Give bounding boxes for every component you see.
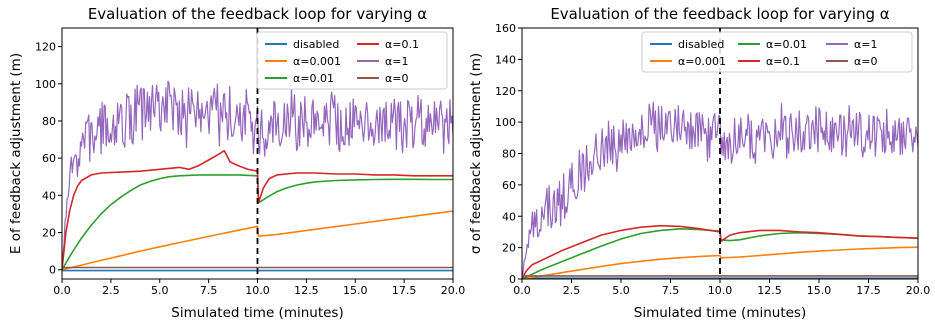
x-tick-label: 0.0 [513, 284, 531, 297]
legend-label: α=1 [854, 38, 877, 51]
legend-label: α=1 [385, 55, 408, 68]
y-tick-label: 160 [495, 22, 516, 35]
y-tick-label: 60 [502, 179, 516, 192]
legend-label: α=0.001 [678, 55, 726, 68]
legend-box [256, 31, 448, 90]
x-tick-label: 17.5 [392, 284, 417, 297]
series-line-α=1 [522, 101, 918, 279]
x-tick-label: 15.0 [807, 284, 832, 297]
legend-label: α=0.01 [293, 72, 334, 85]
series-line-α=0.001 [522, 246, 918, 279]
x-tick-label: 0.0 [53, 284, 71, 297]
chart-1: Evaluation of the feedback loop for vary… [8, 5, 465, 321]
legend-item: α=0.01 [265, 72, 334, 85]
series-line-α=0.1 [62, 149, 453, 270]
plot-area [62, 80, 453, 272]
y-tick-label: 60 [42, 152, 56, 165]
legend-item: disabled [650, 38, 724, 51]
legend-item: α=0 [826, 55, 877, 68]
chart-title: Evaluation of the feedback loop for vary… [88, 5, 427, 23]
y-tick-label: 140 [495, 53, 516, 66]
legend-label: α=0 [385, 72, 408, 85]
y-tick-label: 100 [35, 78, 56, 91]
legend-item: α=1 [357, 55, 408, 68]
legend-item: α=0.01 [738, 38, 807, 51]
legend-item: α=0.001 [650, 55, 726, 68]
chart-title: Evaluation of the feedback loop for vary… [550, 5, 889, 23]
x-tick-label: 20.0 [441, 284, 466, 297]
x-tick-label: 17.5 [856, 284, 881, 297]
legend-label: disabled [293, 38, 339, 51]
x-tick-label: 7.5 [200, 284, 218, 297]
y-tick-label: 20 [42, 227, 56, 240]
legend-label: α=0.01 [766, 38, 807, 51]
legend: disabled α=0.001 α=0.01 α=0.1 α=1 α=0 [256, 31, 448, 90]
legend-item: α=0.001 [265, 55, 341, 68]
y-axis-label: E of feedback adjustment (m) [8, 53, 24, 254]
y-tick-label: 120 [495, 85, 516, 98]
x-tick-label: 12.5 [294, 284, 319, 297]
legend-label: disabled [678, 38, 724, 51]
legend-item: α=1 [826, 38, 877, 51]
x-tick-label: 15.0 [343, 284, 368, 297]
legend-item: α=0.1 [357, 38, 419, 51]
chart-2: Evaluation of the feedback loop for vary… [468, 5, 930, 321]
y-axis-label: σ of feedback adjustment (m) [468, 53, 484, 254]
y-tick-label: 40 [502, 210, 516, 223]
y-tick-label: 100 [495, 116, 516, 129]
y-tick-label: 0 [49, 264, 56, 277]
series-line-α=0.01 [62, 174, 453, 271]
y-tick-label: 20 [502, 242, 516, 255]
legend-item: α=0.1 [738, 55, 800, 68]
legend-item: disabled [265, 38, 339, 51]
x-axis-label: Simulated time (minutes) [171, 305, 343, 321]
x-tick-label: 7.5 [662, 284, 680, 297]
x-tick-label: 5.0 [151, 284, 169, 297]
x-tick-label: 2.5 [563, 284, 581, 297]
x-tick-label: 10.0 [245, 284, 270, 297]
x-tick-label: 20.0 [906, 284, 931, 297]
legend: disabled α=0.001 α=0.01 α=0.1 α=1 α=0 [641, 31, 913, 73]
x-tick-label: 2.5 [102, 284, 120, 297]
y-tick-label: 120 [35, 41, 56, 54]
x-axis-label: Simulated time (minutes) [634, 305, 806, 321]
y-tick-label: 40 [42, 189, 56, 202]
y-tick-label: 80 [502, 148, 516, 161]
legend-label: α=0.1 [766, 55, 800, 68]
legend-label: α=0 [854, 55, 877, 68]
x-tick-label: 10.0 [708, 284, 733, 297]
legend-label: α=0.001 [293, 55, 341, 68]
legend-label: α=0.1 [385, 38, 419, 51]
x-tick-label: 5.0 [612, 284, 630, 297]
legend-item: α=0 [357, 72, 408, 85]
y-tick-label: 0 [509, 273, 516, 286]
x-tick-label: 12.5 [757, 284, 782, 297]
series-line-α=1 [62, 80, 453, 270]
y-tick-label: 80 [42, 115, 56, 128]
